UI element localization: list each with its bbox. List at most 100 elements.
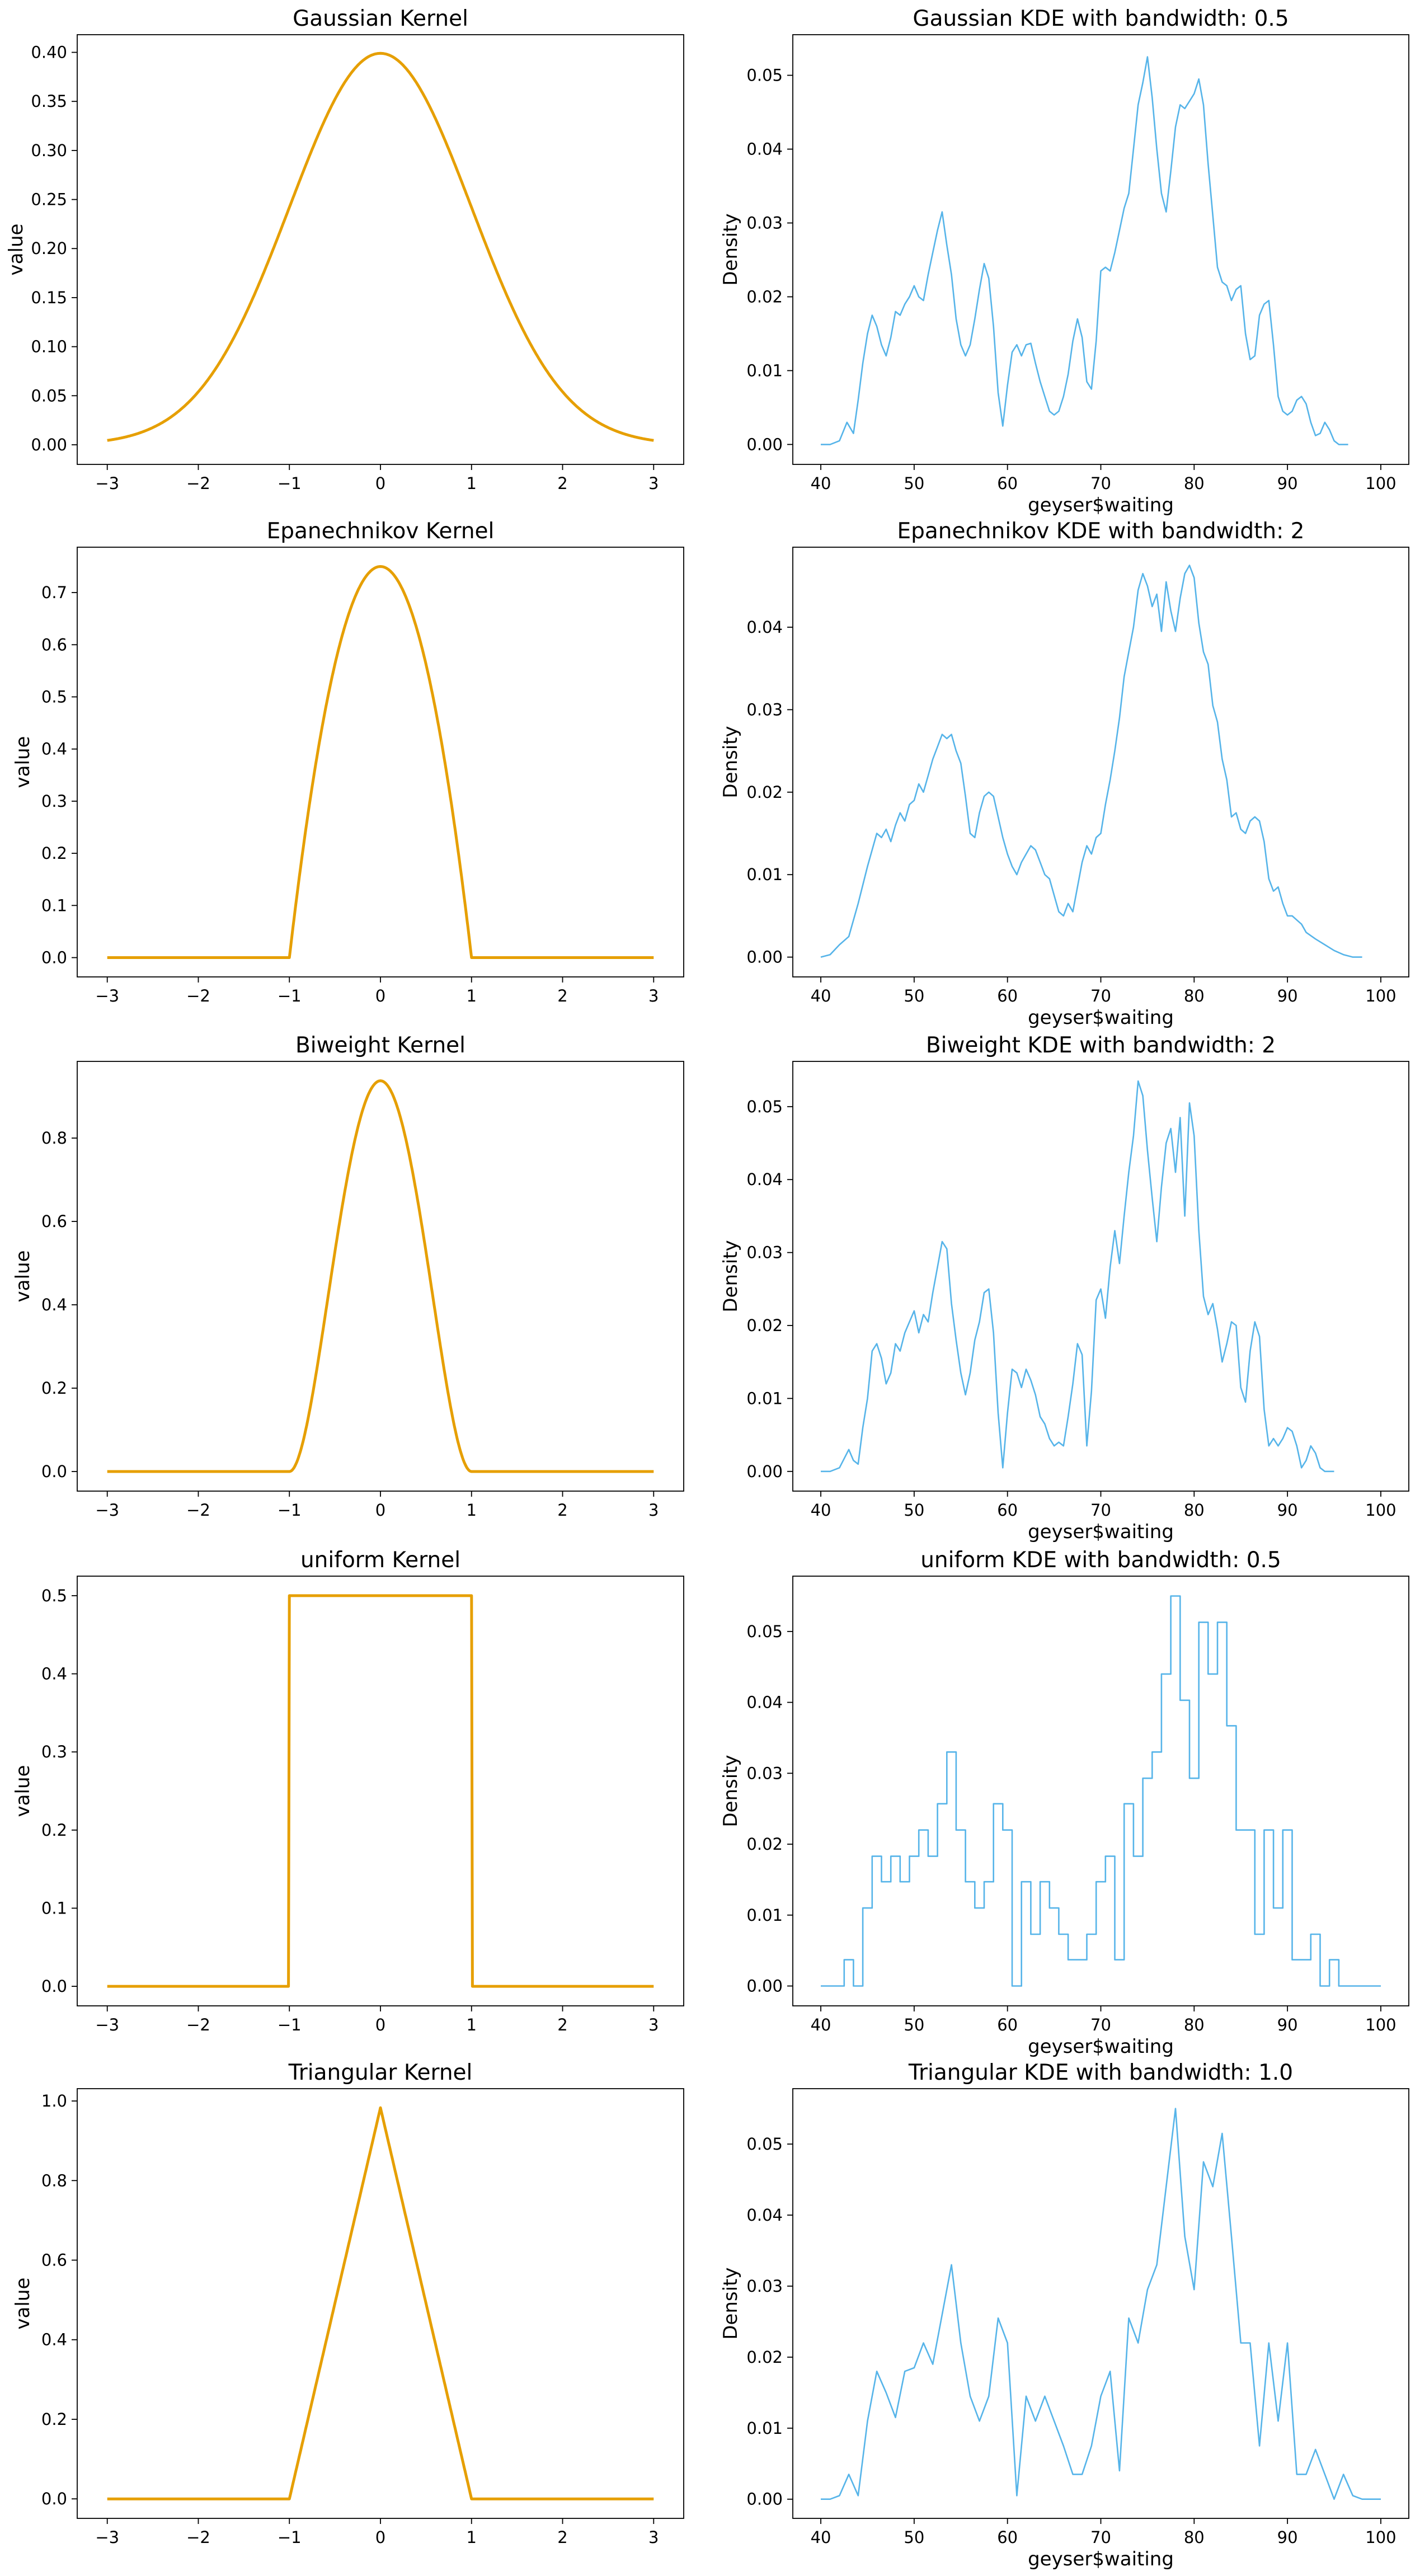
chart-8-xtick-label: 80	[1184, 2015, 1205, 2034]
chart-9-ylabel: value	[12, 2278, 34, 2330]
chart-6-kde-line	[821, 1080, 1334, 1473]
chart-2-xtick-label: 60	[997, 474, 1018, 493]
chart-1-ylabel: value	[5, 224, 27, 276]
chart-9-ytick-label: 0.0	[41, 2489, 67, 2508]
chart-2-kde-line	[821, 56, 1348, 445]
chart-9-kernel-line	[106, 2106, 655, 2500]
chart-8-kde-line	[821, 1595, 1381, 1987]
chart-2-xtick-label: 70	[1090, 474, 1111, 493]
chart-2-xlabel: geyser$waiting	[1028, 494, 1174, 516]
chart-2-xtick-label: 50	[904, 474, 924, 493]
chart-10-xtick-label: 80	[1184, 2528, 1205, 2547]
chart-8-xtick-label: 100	[1365, 2015, 1396, 2034]
chart-7-xtick-label: −3	[95, 2015, 119, 2034]
chart-1-xtick-label: 1	[467, 474, 477, 493]
chart-10-xtick-label: 40	[811, 2528, 831, 2547]
chart-7-kernel-line	[106, 1594, 655, 1988]
chart-6-ytick-label: 0.03	[746, 1243, 783, 1262]
chart-6-xlabel: geyser$waiting	[1028, 1521, 1174, 1543]
chart-6-ytick-label: 0.04	[746, 1170, 783, 1189]
chart-3-plot-frame	[77, 547, 684, 977]
chart-1-ytick-label: 0.30	[31, 141, 67, 160]
chart-1-plot-frame	[77, 34, 684, 465]
chart-7-title: uniform Kernel	[300, 1548, 460, 1573]
chart-8-xtick-label: 60	[997, 2015, 1018, 2034]
chart-6-xtick-label: 80	[1184, 1501, 1205, 1520]
chart-2-ytick-label: 0.02	[746, 287, 783, 306]
chart-8: 40 50 60 70 80 90 100 0.00 0.01 0.02 0.03 0.04 0.05 u…	[720, 1548, 1409, 2058]
chart-4-ytick-label: 0.02	[746, 783, 783, 802]
chart-9-ytick-label: 0.4	[41, 2330, 67, 2349]
chart-4-ytick-label: 0.04	[746, 618, 783, 637]
chart-1-ytick-label: 0.05	[31, 386, 67, 405]
chart-1-xtick-label: 0	[375, 474, 385, 493]
chart-8-ytick-label: 0.01	[746, 1906, 783, 1925]
chart-9-ytick-label: 1.0	[41, 2091, 67, 2110]
chart-10: 40 50 60 70 80 90 100 0.00 0.01 0.02 0.03 0.04 0.05 T…	[720, 2060, 1409, 2570]
chart-1: −3 −2 −1 0 1 2 3 0.00 0.05 0.10 0.15 0.20 0.25 0.30 0.…	[5, 6, 684, 493]
chart-9-xtick-label: 0	[375, 2528, 385, 2547]
chart-10-ytick-label: 0.02	[746, 2348, 783, 2367]
chart-1-xtick-label: −3	[95, 474, 119, 493]
chart-7-ytick-label: 0.0	[41, 1977, 67, 1996]
chart-3-ytick-label: 0.6	[41, 635, 67, 654]
chart-8-ytick-label: 0.00	[746, 1977, 783, 1996]
chart-3: −3 −2 −1 0 1 2 3 0.0 0.1 0.2 0.3 0.4 0.5 0.6 0.7 Epanec…	[12, 519, 684, 1005]
chart-8-title: uniform KDE with bandwidth: 0.5	[920, 1548, 1281, 1573]
chart-1-xtick-label: −1	[278, 474, 302, 493]
chart-5-xtick-label: −2	[186, 1501, 210, 1520]
chart-2-xtick-label: 90	[1277, 474, 1298, 493]
chart-3-title: Epanechnikov Kernel	[267, 519, 495, 544]
chart-2-ytick-label: 0.04	[746, 140, 783, 159]
chart-5-xtick-label: −3	[95, 1501, 119, 1520]
chart-3-ylabel: value	[12, 736, 34, 788]
chart-1-ytick-label: 0.35	[31, 92, 67, 111]
chart-6-ytick-label: 0.00	[746, 1462, 783, 1481]
chart-9-xtick-label: 1	[467, 2528, 477, 2547]
chart-7-ytick-label: 0.2	[41, 1821, 67, 1840]
chart-9-xtick-label: −1	[278, 2528, 302, 2547]
chart-3-xtick-label: −1	[278, 986, 302, 1005]
chart-3-ytick-label: 0.2	[41, 844, 67, 863]
chart-5-plot-frame	[77, 1061, 684, 1492]
chart-10-ytick-label: 0.00	[746, 2490, 783, 2509]
chart-3-xtick-label: −3	[95, 986, 119, 1005]
chart-7-xtick-label: 3	[648, 2015, 659, 2034]
chart-10-xtick-label: 70	[1090, 2528, 1111, 2547]
chart-4-kde-line	[820, 565, 1362, 958]
chart-8-ylabel: Density	[720, 1755, 742, 1827]
chart-1-ytick-label: 0.25	[31, 190, 67, 209]
chart-3-xtick-label: 2	[557, 986, 567, 1005]
chart-4-ytick-label: 0.01	[746, 865, 783, 884]
chart-9-xtick-label: 2	[557, 2528, 567, 2547]
chart-6-xtick-label: 90	[1277, 1501, 1298, 1520]
chart-2-xtick-label: 100	[1365, 474, 1396, 493]
chart-10-xtick-label: 50	[904, 2528, 924, 2547]
chart-3-xtick-label: 1	[467, 986, 477, 1005]
chart-10-xtick-label: 90	[1277, 2528, 1298, 2547]
chart-1-ytick-label: 0.15	[31, 288, 67, 307]
chart-1-kernel-line	[106, 51, 655, 442]
chart-7-xtick-label: 1	[467, 2015, 477, 2034]
chart-10-title: Triangular KDE with bandwidth: 1.0	[908, 2060, 1293, 2085]
chart-1-ytick-label: 0.10	[31, 337, 67, 356]
chart-6-xtick-label: 60	[997, 1501, 1018, 1520]
chart-4-xtick-label: 40	[811, 986, 831, 1005]
chart-2-ytick-label: 0.00	[746, 435, 783, 454]
chart-8-xlabel: geyser$waiting	[1028, 2036, 1174, 2058]
chart-1-xtick-label: −2	[186, 474, 210, 493]
chart-7-xtick-label: 2	[557, 2015, 567, 2034]
chart-3-ytick-label: 0.4	[41, 740, 67, 759]
chart-3-ytick-label: 0.1	[41, 896, 67, 915]
chart-7-ytick-label: 0.3	[41, 1742, 67, 1761]
chart-4-title: Epanechnikov KDE with bandwidth: 2	[897, 519, 1304, 544]
chart-6-ytick-label: 0.01	[746, 1389, 783, 1408]
chart-6-xtick-label: 100	[1365, 1501, 1396, 1520]
chart-5-xtick-label: −1	[278, 1501, 302, 1520]
chart-8-plot-frame	[792, 1576, 1409, 2006]
chart-6: 40 50 60 70 80 90 100 0.00 0.01 0.02 0.03 0.04 0.05 B…	[720, 1033, 1409, 1543]
chart-8-xtick-label: 40	[811, 2015, 831, 2034]
chart-7-xtick-label: 0	[375, 2015, 385, 2034]
chart-4-xlabel: geyser$waiting	[1028, 1007, 1174, 1029]
